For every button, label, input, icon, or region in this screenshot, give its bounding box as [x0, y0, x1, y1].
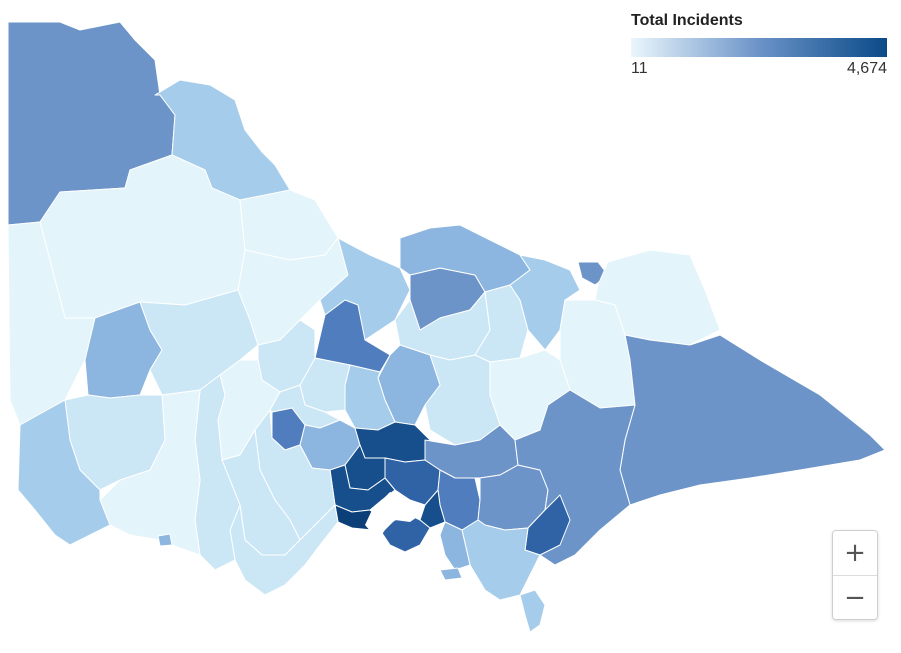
port-phillip-bay: [365, 492, 420, 540]
lga-region[interactable]: [509, 254, 581, 351]
lga-region[interactable]: [239, 189, 339, 261]
legend-min-label: 11: [631, 60, 648, 77]
zoom-divider: [833, 575, 877, 576]
lga-region[interactable]: [157, 533, 173, 547]
legend: Total Incidents 11 4,674: [631, 10, 887, 80]
lga-region[interactable]: [424, 354, 501, 446]
legend-title: Total Incidents: [631, 12, 743, 29]
legend-labels: 11 4,674: [631, 60, 887, 80]
lga-regions[interactable]: [7, 21, 886, 633]
lga-region[interactable]: [461, 519, 541, 601]
lga-region[interactable]: [229, 504, 339, 596]
legend-max-label: 4,674: [846, 60, 887, 77]
zoom-controls: + −: [832, 530, 878, 620]
lga-region[interactable]: [519, 589, 546, 633]
zoom-out-button[interactable]: −: [833, 576, 877, 619]
lga-region[interactable]: [439, 567, 463, 581]
lga-region[interactable]: [619, 334, 886, 506]
zoom-in-button[interactable]: +: [833, 531, 877, 575]
lga-region[interactable]: [17, 399, 111, 546]
legend-gradient-bar: [631, 38, 887, 57]
